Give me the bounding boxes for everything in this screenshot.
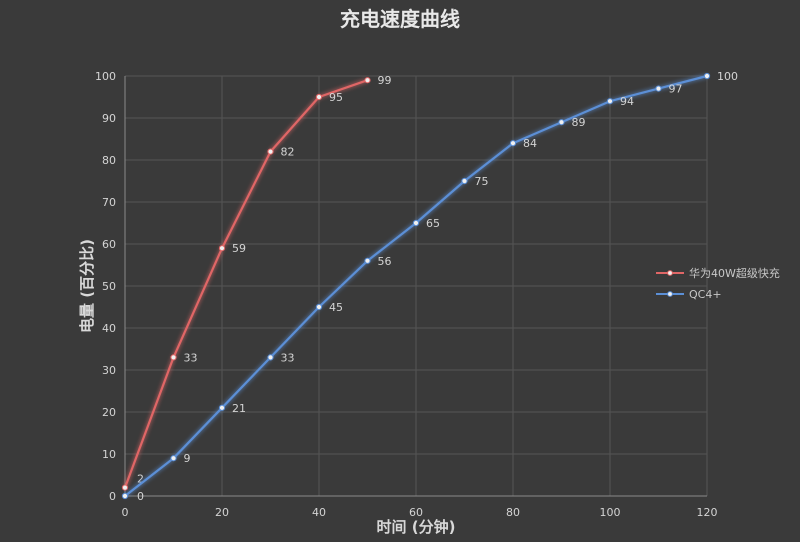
legend-item-2: QC4+	[656, 288, 722, 301]
data-label: 0	[137, 490, 144, 503]
y-tick-label: 40	[102, 322, 116, 335]
data-point	[170, 455, 177, 462]
data-point	[703, 72, 711, 80]
series-2: 0 9 21 33 45 56 65 75 84 89 94 97 100	[121, 70, 738, 503]
series-group: 2 33 59 82 95 99 0 9 21 33 45 56 65 75 84 89 94 97 100	[121, 70, 738, 503]
legend-label: 华为40W超级快充	[689, 266, 780, 280]
data-point	[315, 303, 323, 311]
y-tick-label: 90	[102, 112, 116, 125]
y-axis-title: 电量 (百分比)	[78, 239, 96, 333]
y-tick-label: 10	[102, 448, 116, 461]
y-tick-label: 20	[102, 406, 116, 419]
y-tick-label: 30	[102, 364, 116, 377]
data-label: 45	[329, 301, 343, 314]
data-point	[218, 404, 226, 411]
x-tick-label: 40	[312, 506, 326, 519]
data-label: 65	[426, 217, 440, 230]
x-tick-label: 20	[215, 506, 229, 519]
legend-item-1: 华为40W超级快充	[656, 266, 780, 280]
legend-marker	[667, 291, 673, 297]
y-tick-label: 60	[102, 238, 116, 251]
data-point	[606, 98, 614, 105]
data-point	[558, 119, 565, 126]
legend-label: QC4+	[689, 288, 722, 301]
x-tick-label: 120	[697, 506, 718, 519]
data-point	[315, 93, 323, 101]
y-tick-label: 70	[102, 196, 116, 209]
data-label: 75	[475, 175, 489, 188]
x-tick-label: 60	[409, 506, 423, 519]
data-label: 82	[281, 146, 295, 159]
series-1: 2 33 59 82 95 99	[121, 74, 392, 491]
data-point	[121, 484, 129, 491]
data-label: 84	[523, 137, 537, 150]
data-label: 97	[669, 83, 683, 96]
legend-marker	[667, 270, 673, 276]
series-line	[123, 79, 368, 488]
data-point	[412, 219, 420, 227]
data-point	[121, 492, 129, 500]
data-point	[364, 77, 371, 84]
x-tick-label: 100	[600, 506, 621, 519]
data-point	[461, 177, 468, 185]
data-label: 95	[329, 91, 343, 104]
grid	[124, 75, 708, 497]
data-label: 94	[620, 95, 634, 108]
y-tick-label: 80	[102, 154, 116, 167]
data-point	[364, 257, 371, 264]
x-tick-label: 80	[506, 506, 520, 519]
x-tick-label: 0	[122, 506, 129, 519]
data-label: 9	[184, 452, 191, 465]
data-label: 33	[281, 351, 295, 364]
data-label: 99	[378, 74, 392, 87]
data-label: 21	[232, 402, 246, 415]
data-point	[170, 354, 177, 361]
data-point	[267, 354, 274, 361]
y-tick-label: 100	[95, 70, 116, 83]
data-label: 89	[572, 116, 586, 129]
data-point	[267, 148, 274, 155]
y-tick-label: 0	[109, 490, 116, 503]
y-tick-label: 50	[102, 280, 116, 293]
data-label: 56	[378, 255, 392, 268]
legend: 华为40W超级快充 QC4+	[656, 266, 780, 301]
chart-title: 充电速度曲线	[340, 7, 460, 31]
data-label: 33	[184, 351, 198, 364]
data-point	[655, 85, 662, 92]
data-point	[509, 140, 517, 147]
data-label: 2	[137, 473, 144, 486]
data-label: 100	[717, 70, 738, 83]
data-point	[218, 245, 226, 252]
x-axis-title: 时间 (分钟)	[377, 518, 456, 536]
data-label: 59	[232, 242, 246, 255]
